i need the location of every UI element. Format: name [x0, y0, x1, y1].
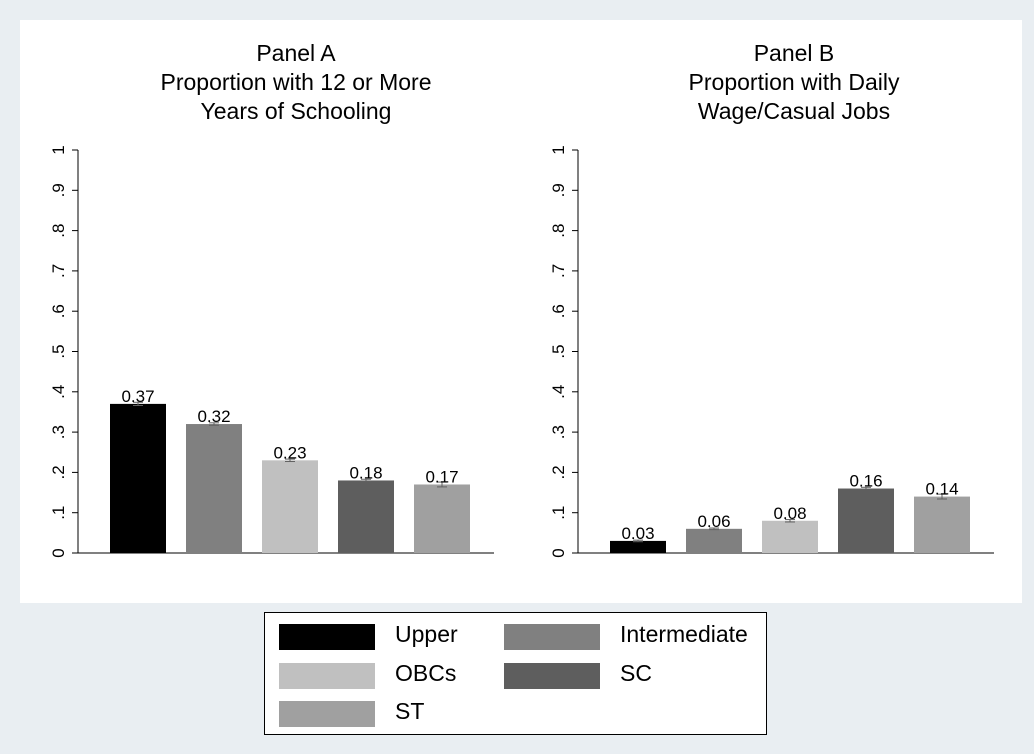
legend-swatch: [504, 663, 600, 689]
panel-a-y-tick-label: .2: [49, 465, 68, 479]
legend-swatch: [279, 624, 375, 650]
panel-b-bar-label: 0.16: [849, 472, 882, 491]
panel-a-bar-upper: [110, 403, 166, 553]
panel-a-bar-label: 0.32: [197, 407, 230, 426]
chart-svg: Panel A Proportion with 12 or More Years o…: [49, 40, 994, 558]
panel-b-y-tick-label: .8: [549, 224, 568, 238]
panel-b-bar-label: 0.14: [925, 480, 958, 499]
panel-b-y-tick-label: .2: [549, 465, 568, 479]
panel-b-title-line-2: Proportion with Daily: [689, 69, 900, 95]
panel-b-title-line-1: Panel B: [754, 40, 835, 66]
panel-a-y-tick-label: .7: [49, 264, 68, 278]
panel-a-y-tick-label: 1: [49, 145, 68, 154]
panel-b-y-tick-label: 0: [549, 548, 568, 557]
panel-b-title-line-3: Wage/Casual Jobs: [698, 98, 890, 124]
plot-area: Panel A Proportion with 12 or More Years o…: [20, 20, 1022, 603]
panel-a-bar-sc: [338, 480, 394, 553]
panel-b-bar-sc: [838, 488, 894, 553]
panel-a-title-line-3: Years of Schooling: [201, 98, 392, 124]
legend-swatch: [279, 701, 375, 727]
panel-a-y-tick-label: .4: [49, 385, 68, 399]
panel-b-bar-label: 0.06: [697, 512, 730, 531]
panel-a-bar-label: 0.37: [121, 387, 154, 406]
panel-b-bar-upper: [610, 540, 666, 553]
panel-b-bar-label: 0.08: [773, 504, 806, 523]
panel-a-bar-obcs: [262, 460, 318, 553]
panel-a-bar-label: 0.18: [349, 463, 382, 482]
panel-a-y-tick-label: 0: [49, 548, 68, 557]
panel-a-y-tick-label: .8: [49, 224, 68, 238]
panel-b-y-tick-label: .9: [549, 183, 568, 197]
panel-b-y-tick-label: .5: [549, 344, 568, 358]
legend-label: SC: [620, 660, 652, 686]
panel-b-y-tick-label: 1: [549, 145, 568, 154]
legend-label: Upper: [395, 621, 458, 647]
legend-swatch: [279, 663, 375, 689]
panel-a-y-tick-label: .1: [49, 506, 68, 520]
legend-swatch: [504, 624, 600, 650]
panel-b-y-tick-label: .7: [549, 264, 568, 278]
legend: Upper Intermediate OBCs SC ST: [264, 612, 767, 735]
panel-a-bar-intermediate: [186, 424, 242, 553]
panel-b-bar-st: [914, 496, 970, 553]
panel-b-bar-label: 0.03: [621, 524, 654, 543]
panel-a-y-tick-label: .3: [49, 425, 68, 439]
panel-a-title-line-2: Proportion with 12 or More: [160, 69, 431, 95]
panel-a-title-line-1: Panel A: [256, 40, 336, 66]
panel-b-bar-intermediate: [686, 528, 742, 553]
legend-label: OBCs: [395, 660, 457, 686]
panel-b-y-tick-label: .3: [549, 425, 568, 439]
panel-a-y-tick-label: .6: [49, 304, 68, 318]
panel-a-y-tick-label: .5: [49, 344, 68, 358]
panel-b-bar-obcs: [762, 520, 818, 553]
panel-b-y-tick-label: .6: [549, 304, 568, 318]
panel-a-chart: Panel A Proportion with 12 or More Years o…: [49, 40, 494, 558]
panel-a-y-tick-label: .9: [49, 183, 68, 197]
legend-label: Intermediate: [620, 621, 748, 647]
panel-b-y-tick-label: .4: [549, 385, 568, 399]
panel-a-bar-st: [414, 484, 470, 553]
panel-b-chart: Panel B Proportion with Daily Wage/Casual …: [549, 40, 994, 558]
panel-a-bar-label: 0.17: [425, 467, 458, 486]
legend-label: ST: [395, 698, 425, 724]
panel-b-y-tick-label: .1: [549, 506, 568, 520]
panel-a-bar-label: 0.23: [273, 443, 306, 462]
